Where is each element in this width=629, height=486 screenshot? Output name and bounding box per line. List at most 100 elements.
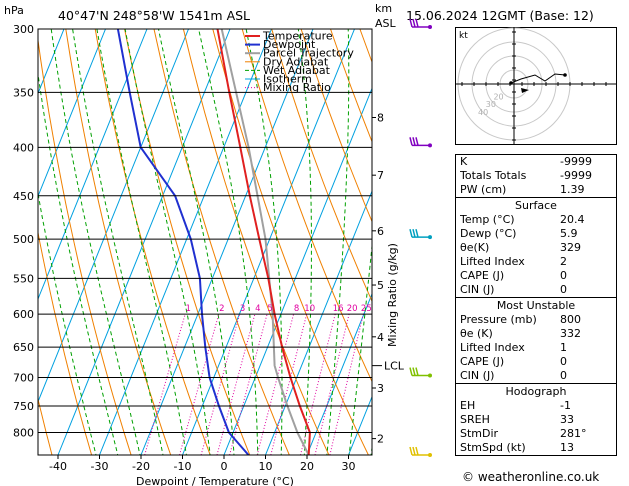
- indices-table: K -9999 Totals Totals -9999 PW (cm) 1.39 Surf…: [455, 154, 617, 456]
- isotherm-line: [38, 29, 106, 198]
- table-row-value: 332: [560, 327, 581, 340]
- table-row: Pressure (mb) 800: [456, 313, 616, 327]
- mixing-ratio-line: [179, 313, 220, 455]
- table-row: Temp (°C) 20.4: [456, 213, 616, 227]
- wind-barb-dot: [428, 25, 432, 29]
- pressure-axis-unit: hPa: [4, 4, 24, 17]
- mixing-ratio-line: [229, 313, 268, 455]
- table-row: Totals Totals -9999: [456, 169, 616, 183]
- legend-label: Dewpoint: [263, 38, 316, 51]
- table-row-value: 0: [560, 369, 567, 382]
- pressure-tick-label: 450: [13, 190, 34, 203]
- most-unstable-title: Most Unstable: [456, 297, 616, 313]
- wind-barb-dot: [428, 453, 432, 457]
- storm-motion-marker: [521, 88, 529, 93]
- wind-barb-flag: [409, 367, 413, 376]
- table-row-value: -9999: [560, 169, 592, 182]
- pressure-tick-label: 600: [13, 308, 34, 321]
- table-row-value: 281°: [560, 427, 587, 440]
- table-row-label: Temp (°C): [460, 213, 515, 226]
- wet-adiabat: [245, 29, 283, 455]
- pressure-tick-label: 350: [13, 86, 34, 99]
- table-row: CAPE (J) 0: [456, 355, 616, 369]
- wind-barb-flag: [415, 367, 419, 376]
- wind-barb-dot: [428, 143, 432, 148]
- hodograph-ring-label: 20: [493, 92, 503, 101]
- table-row-label: StmDir: [460, 427, 499, 440]
- x-axis-title: Dewpoint / Temperature (°C): [136, 475, 294, 486]
- mixing-ratio-label: 8: [294, 304, 299, 314]
- mixing-ratio-line: [256, 313, 295, 455]
- pressure-tick-label: 700: [13, 372, 34, 385]
- dry-adiabat: [38, 397, 53, 455]
- mixing-ratio-line: [200, 313, 241, 455]
- wet-adiabat: [198, 29, 259, 455]
- wind-barb-dot: [428, 373, 432, 378]
- mixing-ratio-line: [270, 313, 308, 455]
- wind-barb-flag: [412, 446, 416, 456]
- table-row: θe(K) 329: [456, 241, 616, 255]
- x-tick-label: -10: [174, 460, 192, 473]
- table-row-label: Lifted Index: [460, 255, 525, 268]
- table-row: Lifted Index 2: [456, 255, 616, 269]
- table-row: EH -1: [456, 399, 616, 413]
- x-tick-label: -20: [132, 460, 150, 473]
- table-row-value: -9999: [560, 155, 592, 168]
- dewpoint-line: [116, 29, 250, 455]
- table-row-label: StmSpd (kt): [460, 441, 526, 454]
- table-row: Dewp (°C) 5.9: [456, 227, 616, 241]
- altitude-tick-label: 8: [377, 111, 384, 124]
- mixing-ratio-line: [216, 313, 256, 455]
- table-row: CIN (J) 0: [456, 369, 616, 383]
- hodograph-point: [509, 81, 513, 85]
- dry-adiabat: [241, 29, 372, 383]
- table-row: CAPE (J) 0: [456, 269, 616, 283]
- wind-barb-flag: [415, 18, 419, 28]
- isotherm-line: [265, 189, 372, 455]
- legend-label: Isotherm: [263, 73, 312, 86]
- altitude-unit-asl: ASL: [375, 17, 397, 30]
- table-row-label: Lifted Index: [460, 341, 525, 354]
- mixing-ratio-line: [329, 313, 364, 455]
- wind-barb-flag: [409, 18, 413, 28]
- hodograph-unit-label: kt: [459, 31, 468, 41]
- plot-area: [38, 29, 629, 455]
- legend-label: Mixing Ratio: [263, 81, 331, 94]
- mixing-ratio-axis-title: Mixing Ratio (g/kg): [386, 243, 399, 347]
- mixing-ratio-label: 16: [333, 304, 344, 314]
- hodograph-point: [563, 73, 567, 77]
- pressure-tick-label: 750: [13, 400, 34, 413]
- hodograph-ring-label: 40: [478, 108, 488, 117]
- table-row-value: -1: [560, 399, 571, 412]
- pressure-tick-label: 650: [13, 341, 34, 354]
- table-row: Lifted Index 1: [456, 341, 616, 355]
- table-row: K -9999: [456, 155, 616, 169]
- legend-label: Wet Adiabat: [263, 64, 331, 77]
- x-tick-label: 30: [342, 460, 356, 473]
- mixing-ratio-label: 25: [361, 304, 372, 314]
- dry-adiabat: [65, 29, 172, 455]
- wind-barb: [409, 446, 432, 457]
- dry-adiabat: [625, 29, 629, 455]
- wet-adiabat: [96, 29, 187, 455]
- wind-barb-flag: [412, 137, 416, 146]
- wind-barb-flag: [415, 228, 419, 238]
- mixing-ratio-label: 1: [185, 304, 190, 314]
- mixing-ratio-label: 3: [240, 304, 245, 314]
- temperature-line: [216, 29, 311, 455]
- x-tick-label: 0: [221, 460, 228, 473]
- wind-barb-flag: [409, 446, 413, 456]
- wind-barb: [409, 228, 432, 240]
- table-row-value: 1.39: [560, 183, 585, 196]
- table-row-label: CIN (J): [460, 283, 495, 296]
- mixing-ratio-label: 20: [347, 304, 358, 314]
- wind-barb: [409, 137, 432, 148]
- surface-title: Surface: [456, 197, 616, 213]
- wind-barb: [409, 367, 432, 378]
- pressure-tick-label: 800: [13, 426, 34, 439]
- altitude-tick-label: 6: [377, 225, 384, 238]
- mixing-ratio-line: [314, 313, 350, 455]
- wind-barb-flag: [415, 137, 419, 146]
- dry-adiabat: [38, 36, 132, 455]
- table-row-label: Dewp (°C): [460, 227, 517, 240]
